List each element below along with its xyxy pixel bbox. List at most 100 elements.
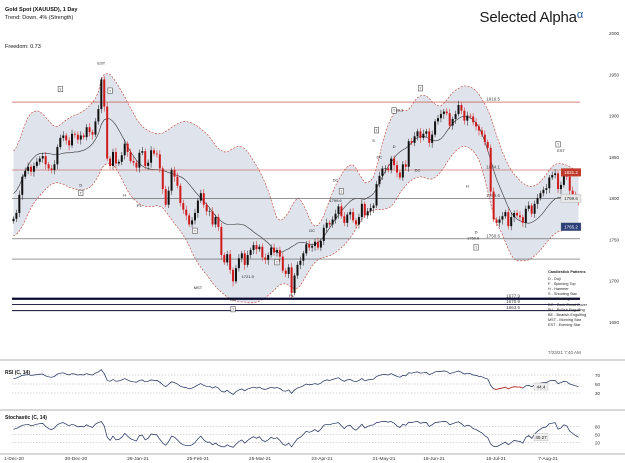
pattern-annotation: PL	[289, 293, 295, 298]
pattern-annotation: H	[123, 192, 126, 197]
candle-body	[275, 250, 278, 253]
stochastic-tick-label: 20	[595, 441, 601, 446]
candle-body	[498, 219, 501, 223]
candle-body	[454, 114, 457, 119]
candle-body	[463, 110, 466, 121]
candle-body	[328, 222, 331, 225]
candle-body	[252, 245, 255, 251]
candle-body	[384, 168, 387, 170]
candle-body	[521, 217, 524, 223]
candle-body	[331, 219, 334, 225]
candle-body	[475, 122, 478, 127]
rsi-tick-label: 50	[595, 382, 601, 387]
candle-body	[112, 151, 115, 166]
candle-body	[208, 211, 211, 212]
candle-body	[524, 208, 527, 223]
candle-body	[422, 133, 425, 138]
candle-body	[132, 161, 135, 163]
rsi-line	[13, 369, 579, 395]
candle-body	[211, 211, 214, 225]
candle-body	[539, 193, 542, 199]
candle-body	[551, 175, 554, 178]
candle-body	[554, 173, 557, 176]
pattern-marker	[192, 227, 198, 234]
candle-body	[504, 212, 507, 217]
y-axis-tick-label: 2000	[609, 31, 620, 36]
candle-body	[76, 134, 79, 140]
candle-body	[240, 253, 243, 259]
candle-body	[308, 244, 311, 248]
candle-body	[126, 143, 129, 152]
candle-body	[150, 150, 153, 163]
candle-body	[229, 254, 232, 270]
pattern-marker	[57, 86, 63, 93]
pattern-marker-glyph: T	[59, 88, 62, 92]
candle-body	[15, 212, 18, 219]
candle-body	[53, 164, 56, 171]
candle-body	[501, 216, 504, 220]
bollinger-band-fill	[13, 73, 579, 303]
candle-body	[100, 79, 103, 110]
candle-body	[73, 133, 76, 135]
pattern-marker-glyph: T	[276, 261, 279, 265]
candle-body	[38, 158, 41, 162]
candle-body	[425, 131, 428, 134]
candle-body	[79, 135, 82, 140]
pattern-annotation: 1799.6	[329, 198, 342, 203]
candle-body	[355, 220, 358, 225]
pattern-annotation: S	[372, 138, 375, 143]
y-axis-tick-label: 1850	[609, 155, 620, 160]
pattern-marker	[374, 127, 379, 134]
pattern-marker	[417, 85, 423, 92]
pattern-marker	[107, 87, 113, 94]
rsi-divergence-line	[493, 386, 524, 390]
x-axis-tick-label: 1-Dec-20	[4, 456, 24, 462]
price-level-label: 1916.5	[486, 97, 500, 102]
price-level-label: 1750.6	[486, 233, 500, 238]
candle-body	[568, 176, 571, 191]
candle-body	[545, 188, 548, 190]
candle-body	[94, 121, 97, 135]
candle-body	[562, 174, 565, 185]
stochastic-panel-title: Stochastic (C, 14)	[5, 415, 47, 421]
pattern-legend: Candlestick Patterns D - Doji F - Spinni…	[548, 270, 608, 328]
candle-body	[533, 203, 536, 214]
candle-body	[68, 140, 71, 146]
candle-body	[273, 247, 276, 253]
candle-body	[489, 147, 492, 192]
candle-body	[352, 212, 355, 221]
bollinger-lower-line	[13, 145, 579, 304]
pattern-marker	[391, 107, 397, 114]
candle-body	[372, 205, 375, 208]
candle-body	[223, 254, 226, 263]
candle-body	[82, 135, 85, 138]
candle-body	[507, 212, 510, 227]
candle-body	[246, 254, 249, 265]
candle-body	[472, 116, 475, 123]
candle-body	[281, 256, 284, 271]
candle-body	[114, 151, 117, 164]
candle-body	[480, 130, 483, 135]
price-tag	[560, 222, 582, 231]
candle-body	[173, 170, 176, 177]
candle-body	[44, 156, 47, 165]
candle-body	[35, 161, 38, 166]
candle-body	[334, 213, 337, 220]
legend-item: DC - Dark Cloud Cover	[548, 302, 588, 307]
candle-body	[202, 193, 205, 205]
candle-body	[12, 218, 15, 222]
candle-body	[375, 184, 378, 206]
candle-body	[434, 121, 437, 135]
pattern-annotation: 1750.6	[467, 235, 480, 240]
candle-body	[469, 115, 472, 117]
candle-body	[369, 208, 372, 212]
bollinger-upper-line	[13, 73, 579, 227]
pattern-marker-glyph: T	[80, 192, 83, 196]
candle-body	[234, 268, 237, 282]
pattern-annotation: 1721.5	[242, 274, 255, 279]
candle-body	[85, 127, 88, 138]
candle-body	[495, 219, 498, 223]
pattern-annotation: DC	[333, 178, 339, 183]
candle-body	[557, 173, 560, 190]
candle-body	[91, 132, 94, 135]
